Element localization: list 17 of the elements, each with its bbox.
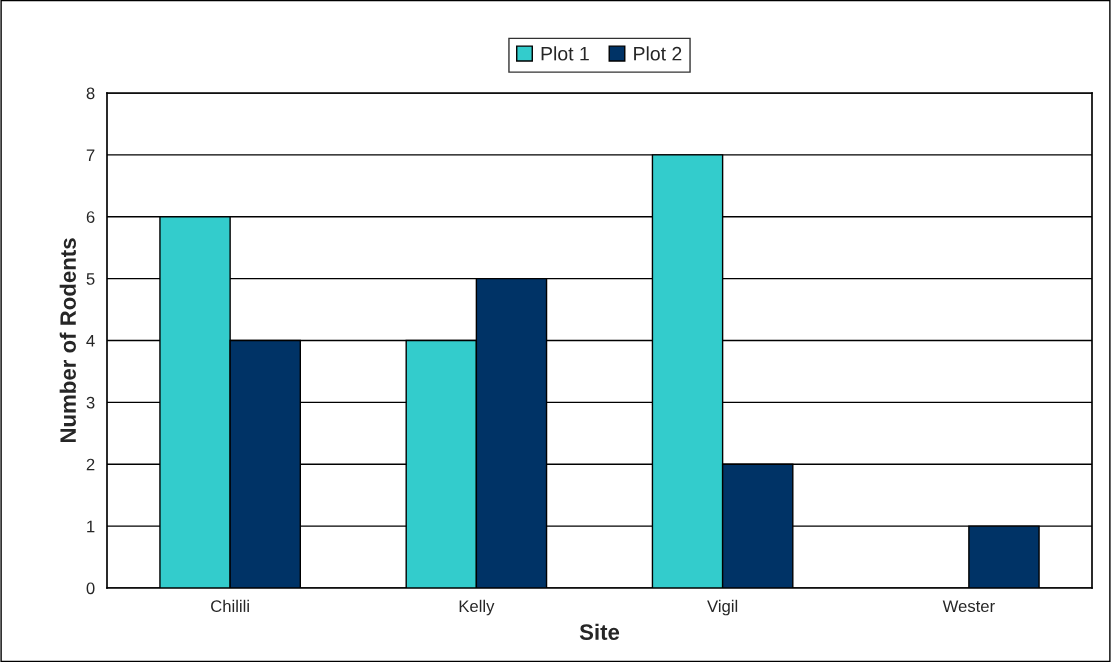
- y-axis-title: Number of Rodents: [59, 238, 76, 443]
- legend-label: Plot 1: [541, 46, 589, 61]
- y-tick-label: 7: [86, 149, 95, 161]
- legend-label: Plot 2: [634, 46, 682, 61]
- y-tick-label: 8: [86, 87, 95, 100]
- y-tick-label: 6: [86, 211, 95, 223]
- x-tick-label: Kelly: [459, 599, 495, 616]
- y-tick-label: 5: [86, 273, 95, 285]
- y-tick-label: 4: [86, 335, 95, 347]
- x-tick-label: Chilili: [211, 599, 249, 613]
- x-tick-label: Vigil: [707, 599, 738, 616]
- y-tick-label: 2: [86, 458, 95, 471]
- y-tick-label: 0: [86, 582, 95, 595]
- x-tick-label: Wester: [942, 600, 995, 613]
- y-tick-label: 1: [87, 520, 95, 533]
- x-axis-title: Site: [579, 623, 620, 640]
- y-tick-label: 3: [86, 396, 95, 409]
